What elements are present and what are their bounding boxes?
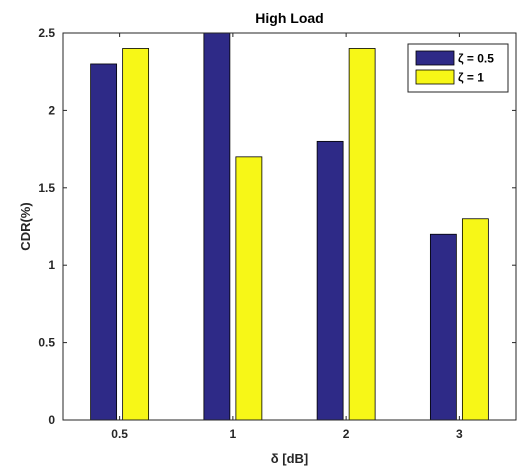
bar-0-3 <box>429 233 457 421</box>
chart-title: High Load <box>255 10 323 26</box>
legend-label-0: ζ = 0.5 <box>458 52 494 66</box>
y-axis-label: CDR(%) <box>18 202 33 250</box>
x-tick-label: 3 <box>456 427 463 441</box>
legend: ζ = 0.5 ζ = 1 <box>407 43 509 93</box>
y-tick-label: 1 <box>48 258 55 272</box>
legend-swatch-1 <box>415 69 455 85</box>
bar-1-1 <box>235 156 263 421</box>
y-tick-label: 2.5 <box>38 26 55 40</box>
y-tick-label: 0 <box>48 413 55 427</box>
bars-group <box>90 32 489 421</box>
x-axis-label: δ [dB] <box>271 451 308 466</box>
bar-1-2 <box>348 48 376 421</box>
legend-label-1: ζ = 1 <box>458 71 484 85</box>
x-tick-label: 2 <box>343 427 350 441</box>
y-tick-label: 2 <box>48 103 55 117</box>
bar-1-3 <box>461 218 489 421</box>
y-tick-label: 0.5 <box>38 336 55 350</box>
plot-border <box>62 32 517 421</box>
x-tick-label: 0.5 <box>111 427 128 441</box>
bar-0-0 <box>90 63 118 421</box>
y-tick-label: 1.5 <box>38 181 55 195</box>
bar-0-1 <box>203 32 231 421</box>
x-tick-label: 1 <box>230 427 237 441</box>
bar-0-2 <box>316 140 344 421</box>
legend-swatch-0 <box>415 50 455 66</box>
bar-1-0 <box>122 48 150 421</box>
axes-group: 0.5 1 2 3 0 0.5 1 1.5 2 2.5 <box>38 26 517 441</box>
